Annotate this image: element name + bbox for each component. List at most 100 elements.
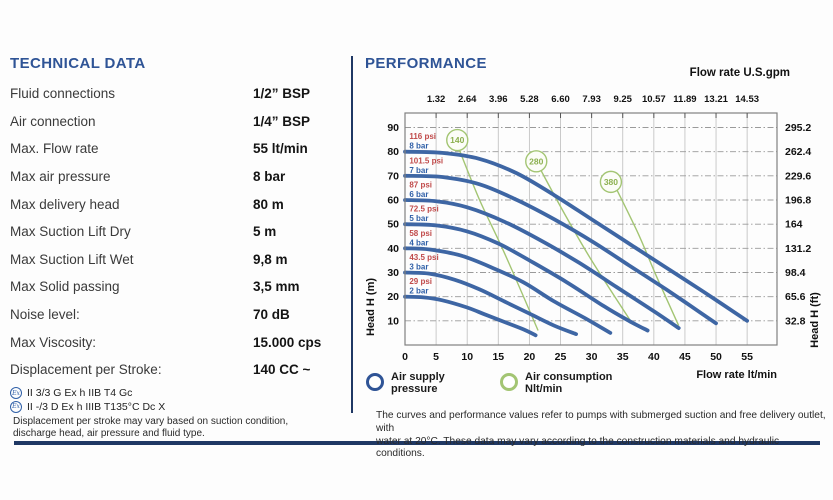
spec-label: Displacement per Stroke: — [10, 362, 162, 378]
bar-label: 3 bar — [409, 263, 428, 272]
spec-value: 15.000 cps — [253, 334, 322, 350]
spec-row: Max delivery head 80 m — [10, 190, 340, 218]
spec-value: 5 m — [253, 224, 277, 240]
spec-row: Displacement per Stroke: 140 CC ~ — [10, 356, 340, 384]
curve-5-bar — [403, 222, 650, 333]
technical-data-title: TECHNICAL DATA — [10, 55, 146, 72]
spec-label: Air connection — [10, 113, 96, 129]
svg-text:98.4: 98.4 — [785, 267, 806, 279]
svg-text:2.64: 2.64 — [458, 94, 477, 105]
spec-row: Max Suction Lift Dry 5 m — [10, 218, 340, 246]
right-axis-title: Head H (ft) — [809, 292, 821, 348]
svg-text:50: 50 — [387, 219, 399, 231]
psi-label: 72.5 psi — [409, 205, 438, 214]
svg-text:25: 25 — [555, 351, 567, 363]
spec-label: Max Viscosity: — [10, 334, 97, 350]
svg-text:20: 20 — [524, 351, 536, 363]
svg-text:14.53: 14.53 — [735, 94, 759, 105]
spec-label: Max delivery head — [10, 196, 120, 212]
air-supply-pressure-icon — [366, 373, 384, 391]
spec-value: 140 CC ~ — [253, 362, 311, 378]
spec-label: Max Suction Lift Wet — [10, 251, 134, 267]
curve-6-bar — [403, 198, 681, 330]
ex-atex-icon: Ex — [10, 387, 22, 400]
spec-value: 55 lt/min — [253, 141, 308, 157]
spec-label: Fluid connections — [10, 86, 116, 102]
spec-value: 1/2” BSP — [253, 86, 311, 102]
svg-text:55: 55 — [741, 351, 753, 363]
atex-certification: Ex II 3/3 G Ex h IIB T4 Gc — [10, 387, 165, 400]
svg-text:50: 50 — [710, 351, 722, 363]
svg-text:11.89: 11.89 — [673, 94, 696, 105]
svg-text:131.2: 131.2 — [785, 243, 811, 255]
svg-text:5.28: 5.28 — [520, 94, 539, 105]
svg-text:30: 30 — [387, 267, 399, 279]
svg-text:13.21: 13.21 — [704, 94, 728, 105]
bar-label: 7 bar — [409, 166, 428, 175]
svg-text:40: 40 — [648, 351, 660, 363]
svg-text:15: 15 — [492, 351, 504, 363]
spec-label: Max. Flow rate — [10, 141, 99, 157]
spec-label: Noise level: — [10, 307, 80, 323]
spec-label: Max air pressure — [10, 169, 111, 185]
psi-label: 116 psi — [409, 132, 436, 141]
svg-text:35: 35 — [617, 351, 629, 363]
svg-text:10: 10 — [387, 315, 399, 327]
pressure-curves — [403, 149, 749, 338]
spec-value: 1/4” BSP — [253, 113, 311, 129]
spec-row: Fluid connections 1/2” BSP — [10, 80, 340, 108]
air-consumption-lines: 140 280 380 — [446, 128, 680, 331]
psi-label: 43.5 psi — [409, 253, 438, 262]
legend-air-supply: Air supply pressure — [366, 371, 445, 396]
bar-label: 8 bar — [409, 142, 428, 151]
curve-3-bar — [403, 270, 578, 336]
ex-atex-icon: Ex — [10, 400, 22, 413]
bottom-axis-title: Flow rate lt/min — [696, 369, 777, 381]
svg-text:6.60: 6.60 — [551, 94, 570, 105]
svg-text:7.93: 7.93 — [582, 94, 601, 105]
spec-row: Max Suction Lift Wet 9,8 m — [10, 246, 340, 274]
air-consumption-value: 140 — [450, 135, 464, 145]
spec-row: Max air pressure 8 bar — [10, 163, 340, 191]
performance-footer: The curves and performance values refer … — [376, 410, 826, 460]
curve-8-bar — [403, 149, 749, 323]
air-consumption-badge — [446, 128, 469, 152]
spec-row: Air connection 1/4” BSP — [10, 108, 340, 136]
spec-row: Max Viscosity: 15.000 cps — [10, 328, 340, 356]
axis-labels: 1.32 2.64 3.96 5.28 6.60 7.93 9.25 10.57 11.89 13… — [387, 94, 811, 363]
air-consumption-value: 380 — [604, 177, 618, 187]
air-consumption-badge — [525, 150, 548, 173]
psi-label: 87 psi — [409, 181, 432, 190]
psi-label: 101.5 psi — [409, 156, 443, 165]
svg-text:196.8: 196.8 — [785, 195, 811, 207]
psi-label: 58 psi — [409, 229, 432, 238]
svg-text:40: 40 — [387, 243, 399, 255]
spec-value: 80 m — [253, 196, 284, 212]
svg-text:229.6: 229.6 — [785, 170, 811, 182]
svg-text:3.96: 3.96 — [489, 94, 508, 105]
left-axis-title: Head H (m) — [365, 278, 377, 336]
air-consumption-value: 280 — [529, 156, 543, 166]
svg-text:262.4: 262.4 — [785, 146, 811, 158]
svg-text:30: 30 — [586, 351, 598, 363]
spec-row: Max. Flow rate 55 lt/min — [10, 135, 340, 163]
plot-border — [404, 112, 778, 346]
spec-row: Noise level: 70 dB — [10, 301, 340, 329]
svg-text:164: 164 — [785, 219, 803, 231]
bar-label: 2 bar — [409, 287, 428, 296]
bar-label: 5 bar — [409, 214, 428, 223]
curve-4-bar — [403, 246, 613, 335]
air-consumption-badge — [599, 170, 623, 194]
svg-text:70: 70 — [387, 170, 399, 182]
air-consumption-icon — [500, 373, 518, 391]
legend-air-consumption: Air consumption Nlt/min — [500, 371, 612, 396]
svg-text:9.25: 9.25 — [613, 94, 632, 105]
svg-text:5: 5 — [433, 351, 439, 363]
spec-label: Max Suction Lift Dry — [10, 224, 131, 240]
svg-text:10: 10 — [461, 351, 473, 363]
performance-title: PERFORMANCE — [365, 55, 487, 72]
svg-text:65.6: 65.6 — [785, 291, 806, 303]
certification-lines: Ex II 3/3 G Ex h IIB T4 Gc Ex II -/3 D Ex h… — [10, 387, 165, 413]
svg-text:60: 60 — [387, 195, 399, 207]
